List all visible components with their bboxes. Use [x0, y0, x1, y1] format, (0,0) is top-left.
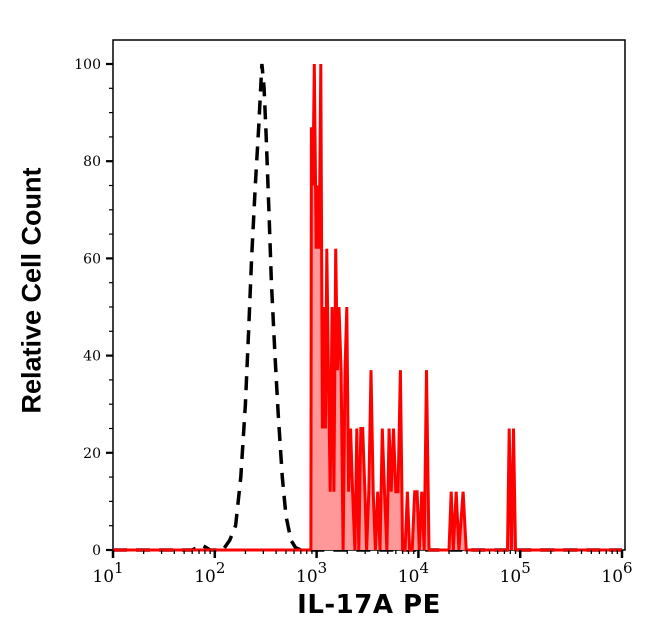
y-tick-label: 40: [83, 349, 101, 365]
stained-histogram-line: [113, 63, 622, 552]
y-axis-label: Relative Cell Count: [16, 167, 47, 414]
x-tick-label: 102: [194, 559, 225, 587]
x-tick-label: 106: [601, 559, 632, 587]
x-axis-label: IL-17A PE: [297, 590, 441, 620]
y-tick-label: 0: [92, 543, 101, 559]
axes-layer: 0 20 40 60 80 100 101 102 103 104 105 106: [74, 57, 632, 587]
x-tick-label: 101: [92, 559, 123, 587]
y-tick-label: 20: [83, 446, 101, 462]
y-tick-label: 100: [74, 57, 101, 73]
y-tick-label: 60: [83, 251, 101, 267]
x-tick-label: 103: [296, 559, 327, 587]
x-tick-label: 104: [398, 559, 429, 587]
series-layer: [113, 63, 622, 552]
control-histogram-line: [113, 63, 622, 552]
y-tick-label: 80: [83, 154, 101, 170]
x-tick-label: 105: [500, 559, 531, 587]
